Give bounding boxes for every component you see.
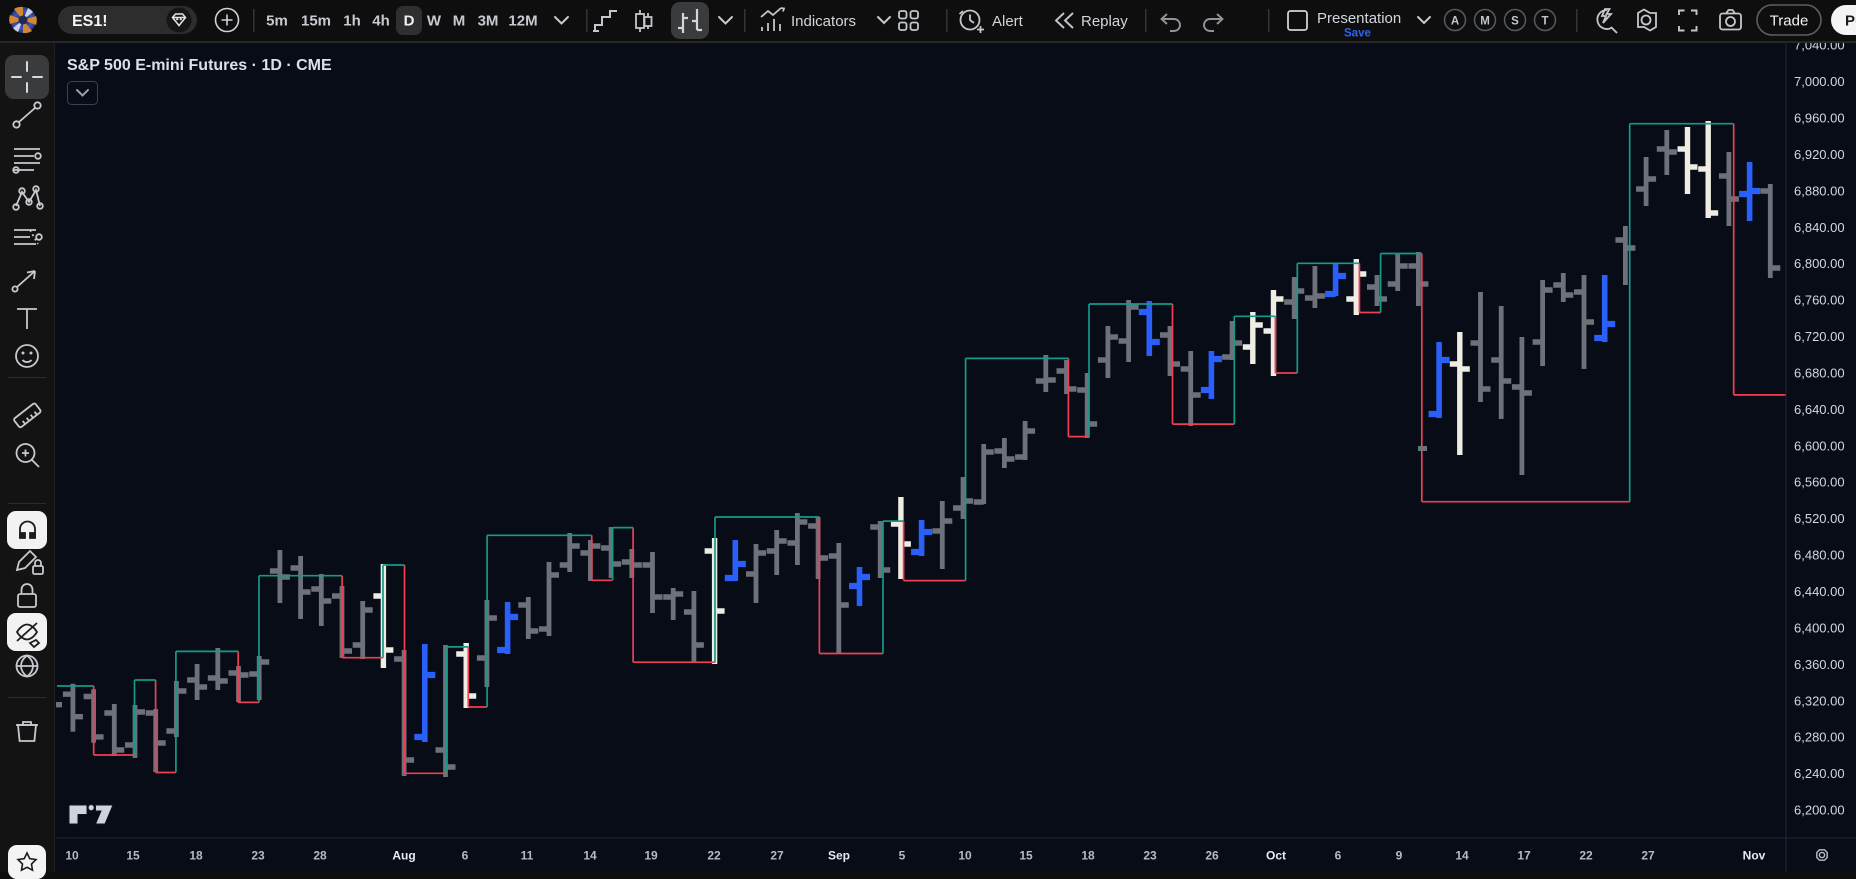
- svg-text:A: A: [1451, 16, 1459, 28]
- svg-text:7,000.00: 7,000.00: [1794, 74, 1845, 89]
- svg-text:6,800.00: 6,800.00: [1794, 256, 1845, 271]
- svg-text:6: 6: [1335, 849, 1342, 863]
- svg-text:23: 23: [1143, 849, 1157, 863]
- svg-text:5: 5: [899, 849, 906, 863]
- svg-text:6,600.00: 6,600.00: [1794, 438, 1845, 453]
- svg-text:ES1!: ES1!: [72, 13, 108, 30]
- svg-text:Trade: Trade: [1770, 13, 1809, 30]
- svg-text:6,520.00: 6,520.00: [1794, 511, 1845, 526]
- svg-text:6,320.00: 6,320.00: [1794, 693, 1845, 708]
- svg-text:6,680.00: 6,680.00: [1794, 366, 1845, 381]
- svg-text:10: 10: [65, 849, 79, 863]
- svg-text:6,640.00: 6,640.00: [1794, 402, 1845, 417]
- svg-text:6,480.00: 6,480.00: [1794, 548, 1845, 563]
- svg-text:22: 22: [1579, 849, 1593, 863]
- svg-text:6,200.00: 6,200.00: [1794, 803, 1845, 818]
- svg-text:6,760.00: 6,760.00: [1794, 293, 1845, 308]
- svg-text:D: D: [404, 13, 415, 30]
- svg-text:S&P 500 E-mini Futures · 1D ·: S&P 500 E-mini Futures · 1D · CME: [67, 57, 332, 74]
- svg-text:12M: 12M: [508, 13, 537, 30]
- svg-text:6: 6: [462, 849, 469, 863]
- svg-text:6,720.00: 6,720.00: [1794, 329, 1845, 344]
- svg-text:19: 19: [644, 849, 658, 863]
- svg-text:23: 23: [251, 849, 265, 863]
- svg-text:6,960.00: 6,960.00: [1794, 111, 1845, 126]
- svg-text:18: 18: [1081, 849, 1095, 863]
- svg-text:Save: Save: [1344, 28, 1371, 40]
- svg-text:18: 18: [189, 849, 203, 863]
- svg-text:Alert: Alert: [992, 13, 1024, 30]
- svg-text:15m: 15m: [301, 13, 331, 30]
- svg-text:6,920.00: 6,920.00: [1794, 147, 1845, 162]
- svg-text:6,240.00: 6,240.00: [1794, 766, 1845, 781]
- svg-text:Aug: Aug: [392, 849, 415, 863]
- svg-text:T: T: [1541, 16, 1548, 28]
- svg-text:14: 14: [583, 849, 597, 863]
- svg-text:15: 15: [1019, 849, 1033, 863]
- svg-text:Indicators: Indicators: [791, 13, 856, 30]
- svg-text:Nov: Nov: [1743, 849, 1766, 863]
- svg-text:6,840.00: 6,840.00: [1794, 220, 1845, 235]
- svg-text:15: 15: [126, 849, 140, 863]
- svg-text:6,440.00: 6,440.00: [1794, 584, 1845, 599]
- svg-text:28: 28: [313, 849, 327, 863]
- svg-text:S: S: [1511, 16, 1519, 28]
- svg-text:Presentation: Presentation: [1317, 10, 1401, 27]
- svg-text:6,400.00: 6,400.00: [1794, 620, 1845, 635]
- svg-text:11: 11: [521, 849, 534, 863]
- svg-text:6,560.00: 6,560.00: [1794, 475, 1845, 490]
- svg-text:W: W: [427, 13, 442, 30]
- svg-text:27: 27: [770, 849, 784, 863]
- svg-text:27: 27: [1641, 849, 1655, 863]
- svg-text:7,040.00: 7,040.00: [1794, 41, 1845, 53]
- svg-text:17: 17: [1517, 849, 1531, 863]
- svg-text:Pu: Pu: [1845, 13, 1856, 30]
- svg-text:26: 26: [1205, 849, 1219, 863]
- svg-text:1h: 1h: [343, 13, 361, 30]
- svg-text:9: 9: [1396, 849, 1403, 863]
- svg-text:3M: 3M: [478, 13, 499, 30]
- svg-text:Replay: Replay: [1081, 13, 1128, 30]
- svg-text:22: 22: [707, 849, 721, 863]
- svg-text:14: 14: [1455, 849, 1469, 863]
- svg-text:5m: 5m: [266, 13, 288, 30]
- svg-text:M: M: [1480, 16, 1490, 28]
- svg-text:Oct: Oct: [1266, 849, 1286, 863]
- svg-text:6,280.00: 6,280.00: [1794, 730, 1845, 745]
- svg-text:6,880.00: 6,880.00: [1794, 183, 1845, 198]
- svg-text:M: M: [453, 13, 466, 30]
- svg-text:Sep: Sep: [828, 849, 850, 863]
- svg-text:4h: 4h: [372, 13, 390, 30]
- svg-text:10: 10: [958, 849, 972, 863]
- svg-text:6,360.00: 6,360.00: [1794, 657, 1845, 672]
